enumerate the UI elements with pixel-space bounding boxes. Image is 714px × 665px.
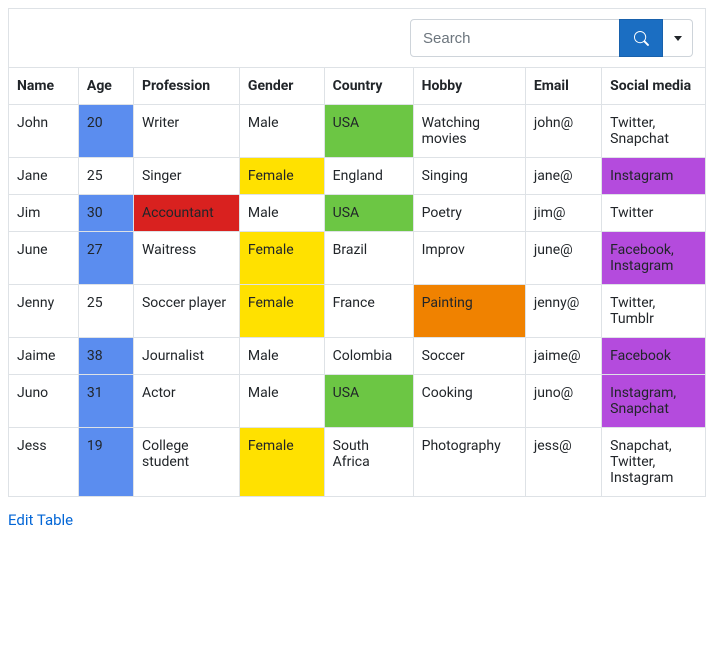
cell-name: Jenny [9,285,79,338]
column-header-age[interactable]: Age [78,68,133,105]
cell-email: june@ [525,232,601,285]
cell-hobby: Painting [413,285,525,338]
cell-country: France [324,285,413,338]
cell-prof: Accountant [133,195,239,232]
cell-prof: Actor [133,375,239,428]
cell-name: Jim [9,195,79,232]
chevron-down-icon [674,36,682,41]
data-table: NameAgeProfessionGenderCountryHobbyEmail… [8,67,706,497]
cell-prof: Journalist [133,338,239,375]
column-header-name[interactable]: Name [9,68,79,105]
cell-social: Facebook, Instagram [602,232,706,285]
cell-country: USA [324,105,413,158]
cell-name: Jane [9,158,79,195]
cell-email: juno@ [525,375,601,428]
cell-gender: Female [239,428,324,497]
cell-gender: Female [239,232,324,285]
cell-email: jenny@ [525,285,601,338]
cell-social: Snapchat, Twitter, Instagram [602,428,706,497]
cell-age: 27 [78,232,133,285]
cell-age: 31 [78,375,133,428]
cell-hobby: Singing [413,158,525,195]
table-row: Jess19College studentFemaleSouth AfricaP… [9,428,706,497]
cell-email: jim@ [525,195,601,232]
table-row: Jenny25Soccer playerFemaleFrancePainting… [9,285,706,338]
cell-email: john@ [525,105,601,158]
table-component: NameAgeProfessionGenderCountryHobbyEmail… [8,8,706,529]
table-row: Jim30AccountantMaleUSAPoetryjim@Twitter [9,195,706,232]
edit-table-link[interactable]: Edit Table [8,511,73,529]
cell-hobby: Improv [413,232,525,285]
cell-social: Instagram, Snapchat [602,375,706,428]
cell-name: June [9,232,79,285]
cell-prof: Writer [133,105,239,158]
cell-prof: Singer [133,158,239,195]
cell-hobby: Soccer [413,338,525,375]
table-row: John20WriterMaleUSAWatching moviesjohn@T… [9,105,706,158]
cell-prof: Waitress [133,232,239,285]
cell-country: South Africa [324,428,413,497]
cell-name: Jess [9,428,79,497]
cell-age: 25 [78,285,133,338]
cell-country: Colombia [324,338,413,375]
cell-gender: Male [239,375,324,428]
table-row: June27WaitressFemaleBrazilImprovjune@Fac… [9,232,706,285]
cell-age: 30 [78,195,133,232]
search-group [410,19,693,57]
cell-country: USA [324,375,413,428]
cell-country: England [324,158,413,195]
cell-email: jaime@ [525,338,601,375]
cell-country: USA [324,195,413,232]
cell-prof: College student [133,428,239,497]
cell-gender: Male [239,195,324,232]
cell-gender: Male [239,105,324,158]
cell-email: jess@ [525,428,601,497]
column-header-hobby[interactable]: Hobby [413,68,525,105]
cell-age: 25 [78,158,133,195]
cell-prof: Soccer player [133,285,239,338]
search-options-dropdown[interactable] [663,19,693,57]
cell-social: Facebook [602,338,706,375]
cell-gender: Female [239,285,324,338]
cell-age: 19 [78,428,133,497]
cell-social: Twitter, Tumblr [602,285,706,338]
search-input[interactable] [410,19,620,57]
cell-gender: Female [239,158,324,195]
cell-name: John [9,105,79,158]
toolbar [8,8,706,67]
cell-social: Instagram [602,158,706,195]
cell-age: 20 [78,105,133,158]
cell-name: Juno [9,375,79,428]
cell-hobby: Photography [413,428,525,497]
cell-gender: Male [239,338,324,375]
cell-hobby: Watching movies [413,105,525,158]
cell-hobby: Poetry [413,195,525,232]
table-row: Jane25SingerFemaleEnglandSingingjane@Ins… [9,158,706,195]
cell-name: Jaime [9,338,79,375]
table-body: John20WriterMaleUSAWatching moviesjohn@T… [9,105,706,497]
cell-social: Twitter [602,195,706,232]
column-header-prof[interactable]: Profession [133,68,239,105]
cell-hobby: Cooking [413,375,525,428]
search-icon [634,31,649,46]
cell-age: 38 [78,338,133,375]
table-row: Jaime38JournalistMaleColombiaSoccerjaime… [9,338,706,375]
table-header: NameAgeProfessionGenderCountryHobbyEmail… [9,68,706,105]
cell-email: jane@ [525,158,601,195]
cell-country: Brazil [324,232,413,285]
column-header-country[interactable]: Country [324,68,413,105]
table-row: Juno31ActorMaleUSACookingjuno@Instagram,… [9,375,706,428]
column-header-social[interactable]: Social media [602,68,706,105]
column-header-gender[interactable]: Gender [239,68,324,105]
cell-social: Twitter, Snapchat [602,105,706,158]
column-header-email[interactable]: Email [525,68,601,105]
search-button[interactable] [619,19,663,57]
